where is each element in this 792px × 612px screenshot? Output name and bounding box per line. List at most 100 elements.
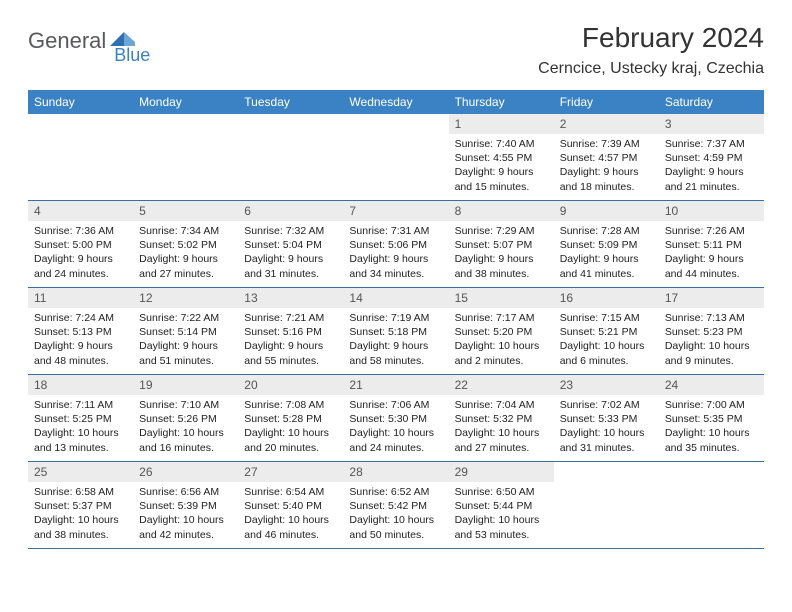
day-number: 29 <box>449 462 554 482</box>
day-info: Sunrise: 7:24 AMSunset: 5:13 PMDaylight:… <box>28 308 133 372</box>
day-cell <box>238 114 343 200</box>
day-info: Sunrise: 7:39 AMSunset: 4:57 PMDaylight:… <box>554 134 659 198</box>
day-info: Sunrise: 7:13 AMSunset: 5:23 PMDaylight:… <box>659 308 764 372</box>
day-number: 20 <box>238 375 343 395</box>
calendar: SundayMondayTuesdayWednesdayThursdayFrid… <box>28 90 764 549</box>
day-cell: 9Sunrise: 7:28 AMSunset: 5:09 PMDaylight… <box>554 201 659 287</box>
day-info: Sunrise: 7:36 AMSunset: 5:00 PMDaylight:… <box>28 221 133 285</box>
title-block: February 2024 Cerncice, Ustecky kraj, Cz… <box>538 22 764 78</box>
weekday-header: Sunday <box>28 90 133 114</box>
day-info: Sunrise: 7:34 AMSunset: 5:02 PMDaylight:… <box>133 221 238 285</box>
day-cell: 16Sunrise: 7:15 AMSunset: 5:21 PMDayligh… <box>554 288 659 374</box>
day-info: Sunrise: 7:26 AMSunset: 5:11 PMDaylight:… <box>659 221 764 285</box>
day-cell: 12Sunrise: 7:22 AMSunset: 5:14 PMDayligh… <box>133 288 238 374</box>
day-number: 22 <box>449 375 554 395</box>
day-info: Sunrise: 7:21 AMSunset: 5:16 PMDaylight:… <box>238 308 343 372</box>
day-cell: 15Sunrise: 7:17 AMSunset: 5:20 PMDayligh… <box>449 288 554 374</box>
calendar-week-row: 18Sunrise: 7:11 AMSunset: 5:25 PMDayligh… <box>28 375 764 462</box>
day-number: 18 <box>28 375 133 395</box>
day-info: Sunrise: 6:56 AMSunset: 5:39 PMDaylight:… <box>133 482 238 546</box>
day-cell: 8Sunrise: 7:29 AMSunset: 5:07 PMDaylight… <box>449 201 554 287</box>
calendar-body: 1Sunrise: 7:40 AMSunset: 4:55 PMDaylight… <box>28 114 764 549</box>
location-text: Cerncice, Ustecky kraj, Czechia <box>538 60 764 78</box>
weekday-header: Wednesday <box>343 90 448 114</box>
logo-text-general: General <box>28 28 106 54</box>
day-cell: 7Sunrise: 7:31 AMSunset: 5:06 PMDaylight… <box>343 201 448 287</box>
day-cell <box>133 114 238 200</box>
day-cell: 20Sunrise: 7:08 AMSunset: 5:28 PMDayligh… <box>238 375 343 461</box>
day-info: Sunrise: 7:40 AMSunset: 4:55 PMDaylight:… <box>449 134 554 198</box>
day-info: Sunrise: 6:54 AMSunset: 5:40 PMDaylight:… <box>238 482 343 546</box>
day-cell: 1Sunrise: 7:40 AMSunset: 4:55 PMDaylight… <box>449 114 554 200</box>
day-number: 23 <box>554 375 659 395</box>
day-number: 7 <box>343 201 448 221</box>
day-info: Sunrise: 7:04 AMSunset: 5:32 PMDaylight:… <box>449 395 554 459</box>
day-info: Sunrise: 7:37 AMSunset: 4:59 PMDaylight:… <box>659 134 764 198</box>
day-info: Sunrise: 7:19 AMSunset: 5:18 PMDaylight:… <box>343 308 448 372</box>
day-cell: 18Sunrise: 7:11 AMSunset: 5:25 PMDayligh… <box>28 375 133 461</box>
day-info: Sunrise: 7:17 AMSunset: 5:20 PMDaylight:… <box>449 308 554 372</box>
day-cell: 17Sunrise: 7:13 AMSunset: 5:23 PMDayligh… <box>659 288 764 374</box>
day-info: Sunrise: 7:29 AMSunset: 5:07 PMDaylight:… <box>449 221 554 285</box>
day-cell: 5Sunrise: 7:34 AMSunset: 5:02 PMDaylight… <box>133 201 238 287</box>
day-info: Sunrise: 7:28 AMSunset: 5:09 PMDaylight:… <box>554 221 659 285</box>
day-number: 13 <box>238 288 343 308</box>
day-cell <box>659 462 764 548</box>
day-number: 3 <box>659 114 764 134</box>
month-title: February 2024 <box>538 22 764 54</box>
day-cell: 14Sunrise: 7:19 AMSunset: 5:18 PMDayligh… <box>343 288 448 374</box>
day-cell: 25Sunrise: 6:58 AMSunset: 5:37 PMDayligh… <box>28 462 133 548</box>
weekday-header: Monday <box>133 90 238 114</box>
logo: General Blue <box>28 22 174 54</box>
weekday-header: Thursday <box>449 90 554 114</box>
day-number: 27 <box>238 462 343 482</box>
day-number: 12 <box>133 288 238 308</box>
day-cell: 27Sunrise: 6:54 AMSunset: 5:40 PMDayligh… <box>238 462 343 548</box>
calendar-week-row: 25Sunrise: 6:58 AMSunset: 5:37 PMDayligh… <box>28 462 764 549</box>
day-info: Sunrise: 7:15 AMSunset: 5:21 PMDaylight:… <box>554 308 659 372</box>
day-number: 11 <box>28 288 133 308</box>
day-number: 25 <box>28 462 133 482</box>
day-cell: 23Sunrise: 7:02 AMSunset: 5:33 PMDayligh… <box>554 375 659 461</box>
day-info: Sunrise: 7:02 AMSunset: 5:33 PMDaylight:… <box>554 395 659 459</box>
day-info: Sunrise: 6:52 AMSunset: 5:42 PMDaylight:… <box>343 482 448 546</box>
day-number: 1 <box>449 114 554 134</box>
day-info: Sunrise: 7:22 AMSunset: 5:14 PMDaylight:… <box>133 308 238 372</box>
day-info: Sunrise: 7:06 AMSunset: 5:30 PMDaylight:… <box>343 395 448 459</box>
day-cell: 3Sunrise: 7:37 AMSunset: 4:59 PMDaylight… <box>659 114 764 200</box>
weekday-header: Saturday <box>659 90 764 114</box>
day-number: 5 <box>133 201 238 221</box>
weekday-header: Tuesday <box>238 90 343 114</box>
day-info: Sunrise: 6:50 AMSunset: 5:44 PMDaylight:… <box>449 482 554 546</box>
day-info: Sunrise: 7:08 AMSunset: 5:28 PMDaylight:… <box>238 395 343 459</box>
day-cell: 29Sunrise: 6:50 AMSunset: 5:44 PMDayligh… <box>449 462 554 548</box>
day-info: Sunrise: 7:31 AMSunset: 5:06 PMDaylight:… <box>343 221 448 285</box>
day-number: 8 <box>449 201 554 221</box>
day-info: Sunrise: 7:10 AMSunset: 5:26 PMDaylight:… <box>133 395 238 459</box>
calendar-week-row: 11Sunrise: 7:24 AMSunset: 5:13 PMDayligh… <box>28 288 764 375</box>
day-number: 15 <box>449 288 554 308</box>
day-info: Sunrise: 6:58 AMSunset: 5:37 PMDaylight:… <box>28 482 133 546</box>
logo-text-blue: Blue <box>114 45 150 66</box>
day-number: 17 <box>659 288 764 308</box>
day-number: 4 <box>28 201 133 221</box>
calendar-week-row: 4Sunrise: 7:36 AMSunset: 5:00 PMDaylight… <box>28 201 764 288</box>
day-number: 14 <box>343 288 448 308</box>
day-number: 19 <box>133 375 238 395</box>
day-cell: 19Sunrise: 7:10 AMSunset: 5:26 PMDayligh… <box>133 375 238 461</box>
calendar-week-row: 1Sunrise: 7:40 AMSunset: 4:55 PMDaylight… <box>28 114 764 201</box>
day-number: 10 <box>659 201 764 221</box>
day-cell: 22Sunrise: 7:04 AMSunset: 5:32 PMDayligh… <box>449 375 554 461</box>
day-cell: 2Sunrise: 7:39 AMSunset: 4:57 PMDaylight… <box>554 114 659 200</box>
day-number: 24 <box>659 375 764 395</box>
day-cell <box>343 114 448 200</box>
day-cell: 11Sunrise: 7:24 AMSunset: 5:13 PMDayligh… <box>28 288 133 374</box>
day-number: 28 <box>343 462 448 482</box>
day-info: Sunrise: 7:11 AMSunset: 5:25 PMDaylight:… <box>28 395 133 459</box>
day-cell: 4Sunrise: 7:36 AMSunset: 5:00 PMDaylight… <box>28 201 133 287</box>
day-number: 26 <box>133 462 238 482</box>
day-cell: 13Sunrise: 7:21 AMSunset: 5:16 PMDayligh… <box>238 288 343 374</box>
header: General Blue February 2024 Cerncice, Ust… <box>28 22 764 78</box>
day-cell <box>28 114 133 200</box>
day-cell: 28Sunrise: 6:52 AMSunset: 5:42 PMDayligh… <box>343 462 448 548</box>
